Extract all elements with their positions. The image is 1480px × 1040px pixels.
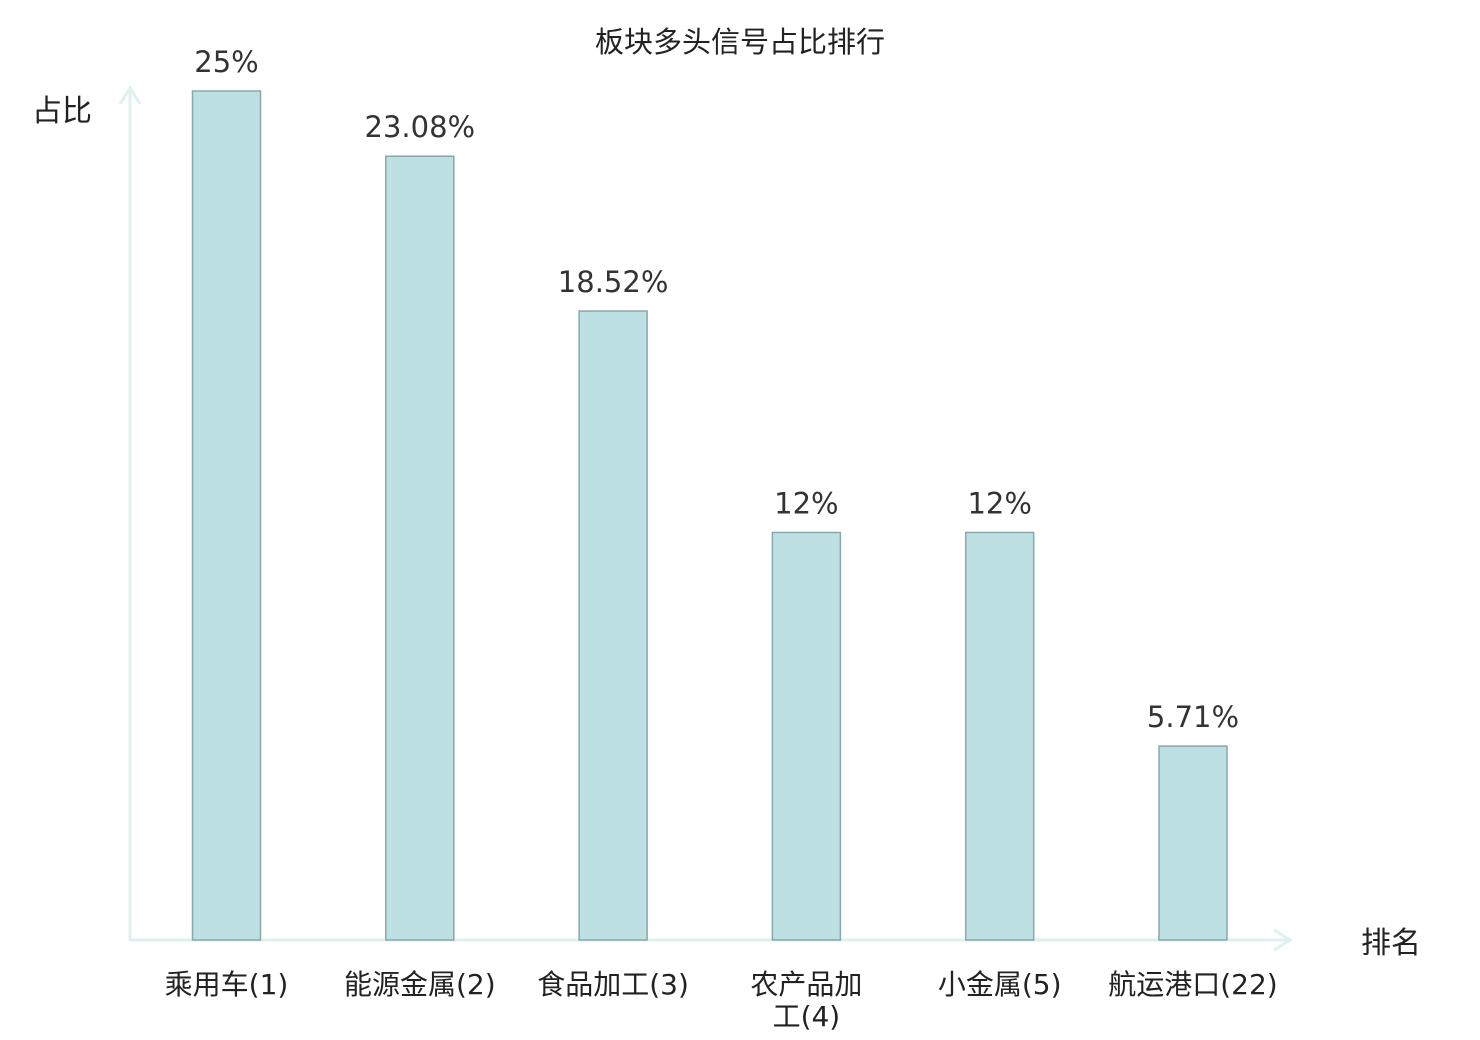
bar [385,155,455,941]
category-tick-label: 农产品加工(4) [750,968,862,1033]
y-axis-label: 占比 [32,94,92,129]
bar-value-label: 12% [967,486,1031,520]
chart-title: 板块多头信号占比排行 [595,25,885,59]
y-axis-arrow [118,85,142,105]
category-tick-label: 航运港口(22) [1108,968,1277,1001]
bar [771,531,842,941]
bars-group [191,90,1228,941]
category-tick-label: 能源金属(2) [344,968,496,1001]
value-labels-group: 25% 23.08% 18.52% 12% 12% 5.71% [194,45,1239,734]
x-axis-label: 排名 [1361,926,1421,961]
category-labels-group: 乘用车(1) 能源金属(2) 食品加工(3) 农产品加工(4) 小金属(5) 航运港口(2… [165,968,1278,1033]
bar-value-label: 23.08% [365,110,476,144]
bar [1158,745,1228,941]
category-tick-label: 食品加工(3) [537,968,689,1001]
bar-value-label: 25% [194,45,258,79]
axes [118,85,1293,952]
bar [578,310,648,941]
bar-value-label: 5.71% [1147,700,1239,734]
x-axis-arrow [1273,928,1293,952]
category-tick-label: 小金属(5) [938,968,1062,1001]
bar [964,531,1035,941]
bar [191,90,262,941]
bar-value-label: 12% [774,486,838,520]
category-tick-label: 乘用车(1) [165,968,289,1001]
bar-value-label: 18.52% [558,265,669,299]
